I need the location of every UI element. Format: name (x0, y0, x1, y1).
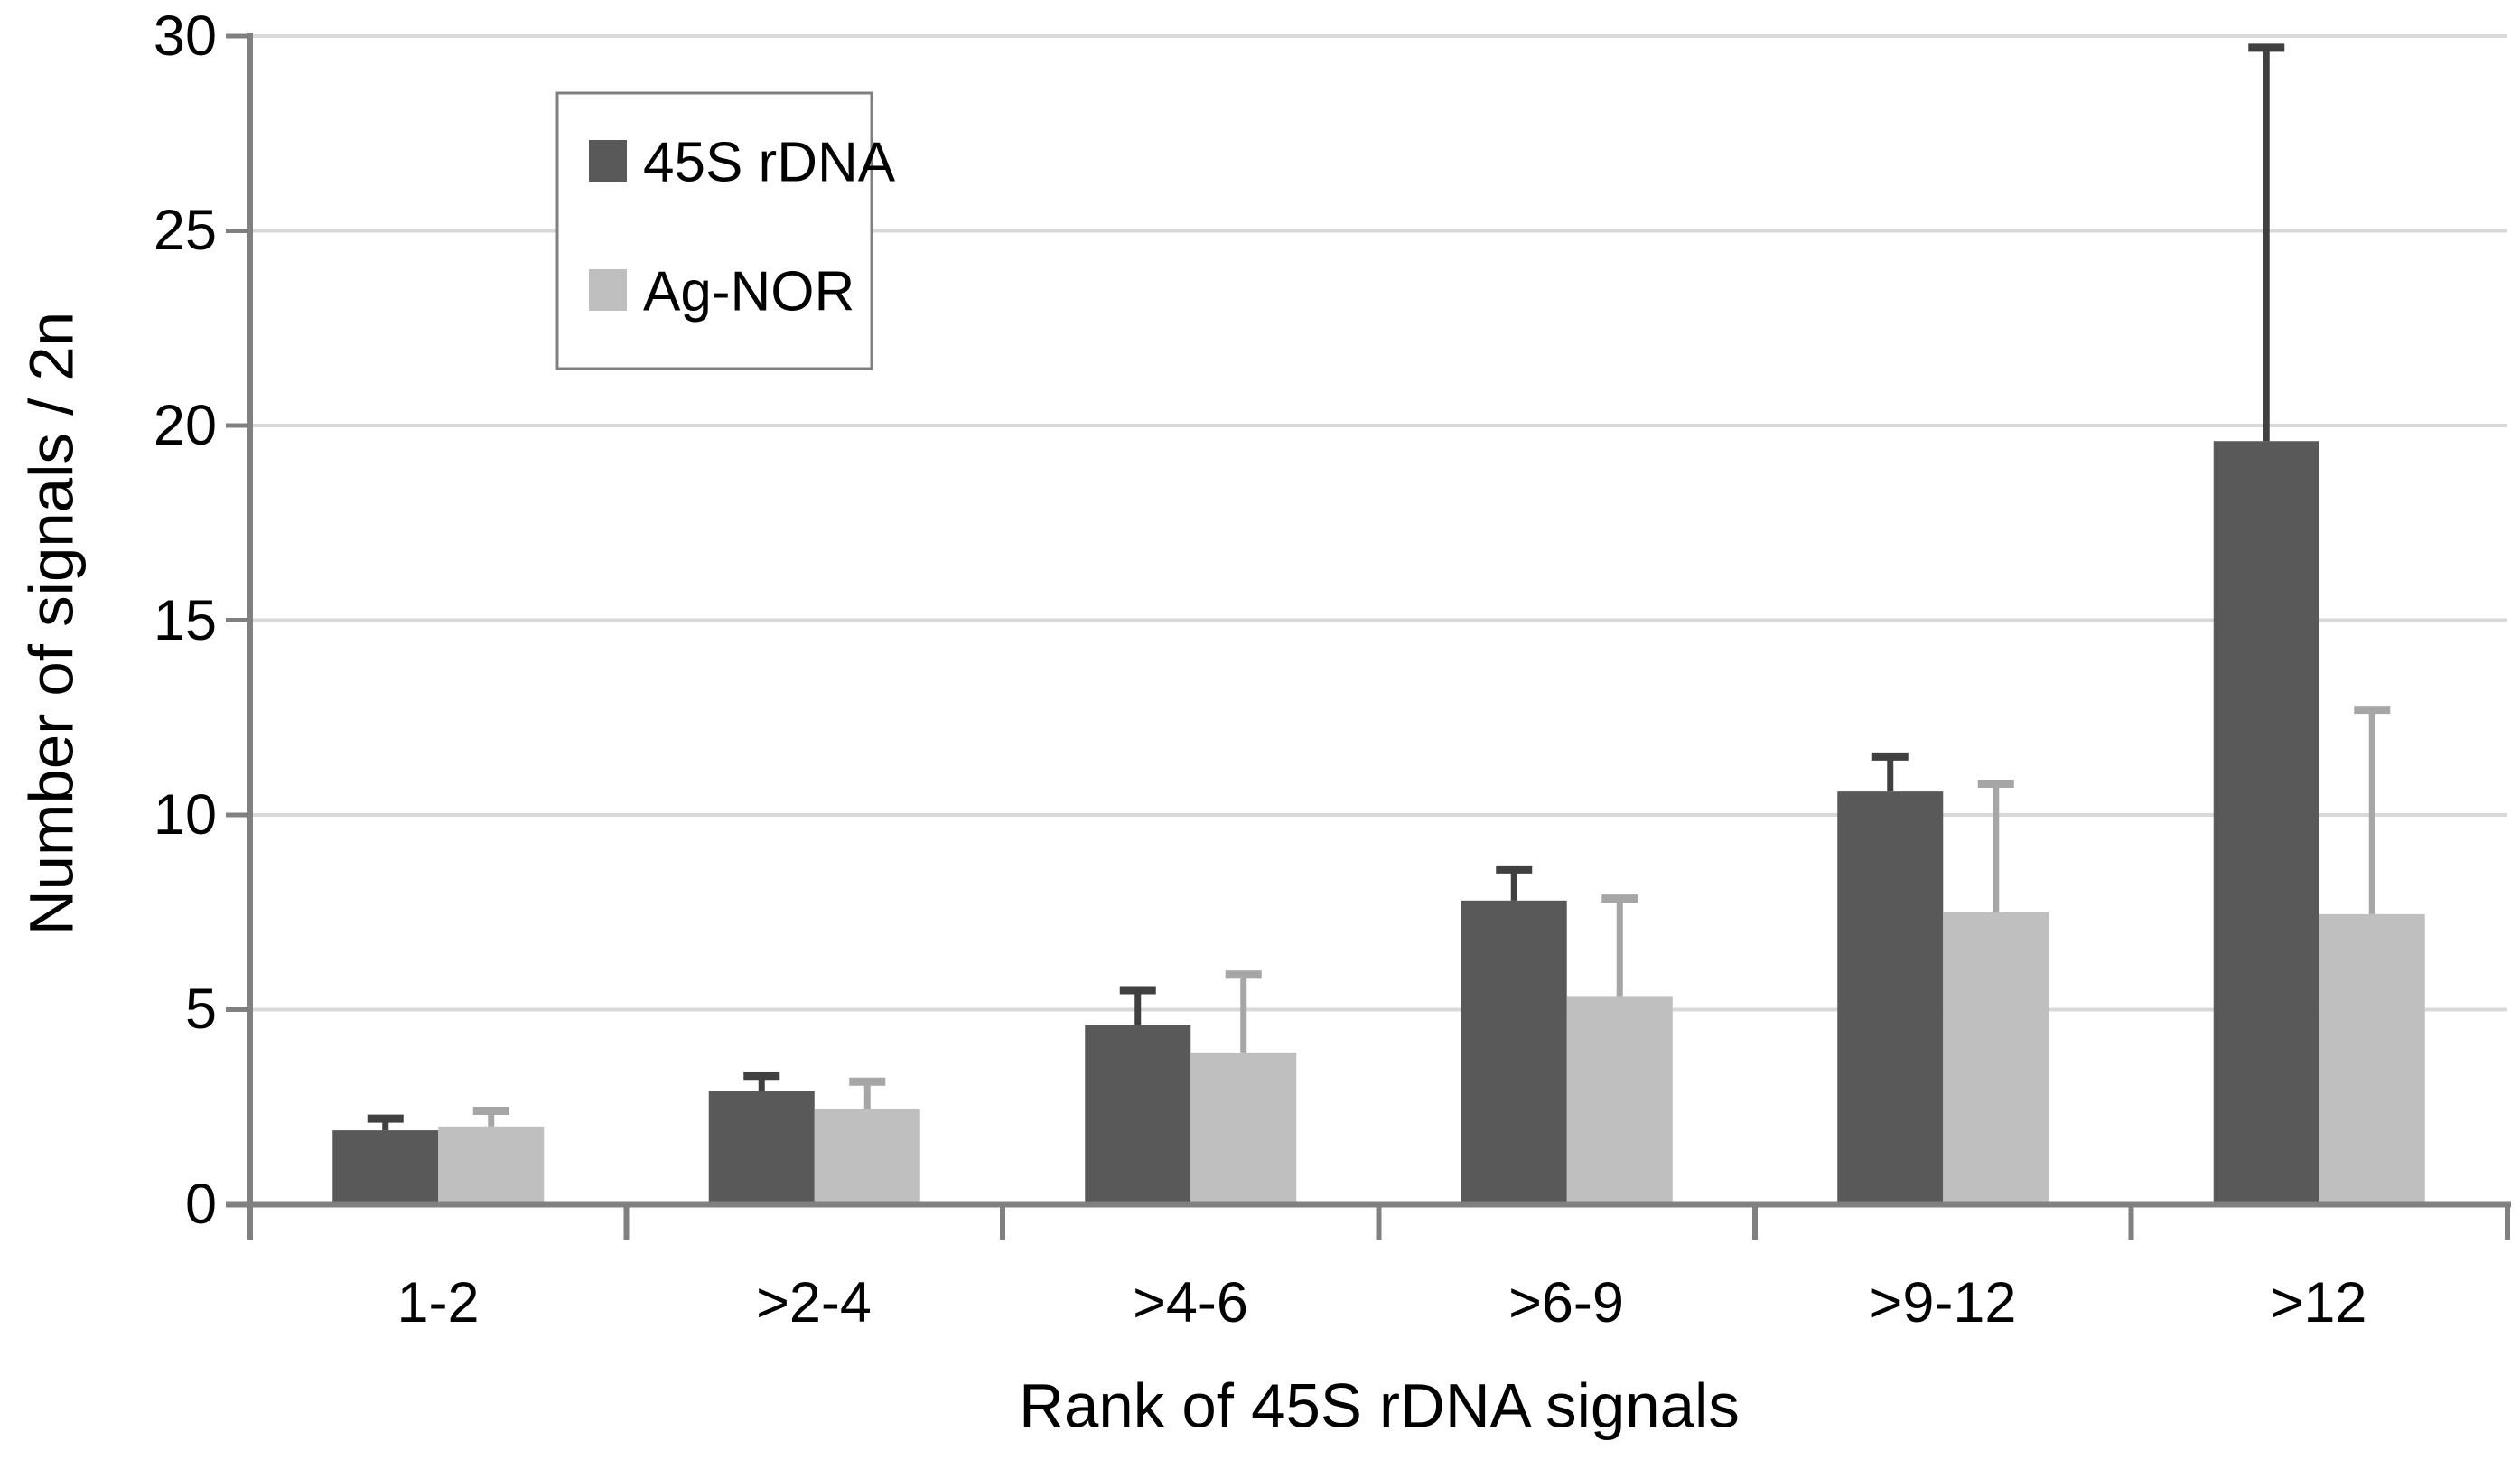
bar-ag-nor (1943, 912, 2049, 1204)
error-bars (367, 43, 2391, 1131)
bar-ag-nor (814, 1109, 920, 1204)
y-axis-title: Number of signals / 2n (17, 312, 87, 935)
bar-ag-nor (438, 1126, 545, 1204)
y-tick-label: 10 (154, 783, 217, 847)
x-axis-title: Rank of 45S rDNA signals (1019, 1371, 1740, 1441)
x-axis-tick-labels: 1-2 >2-4 >4-6 >6-9 >9-12 >12 (397, 1271, 2366, 1334)
y-tick-label: 25 (154, 199, 217, 262)
x-tick-label: >2-4 (756, 1271, 872, 1334)
bar-45s-rdna (708, 1091, 815, 1204)
legend-box (555, 91, 873, 370)
bar-45s-rdna (332, 1130, 439, 1204)
legend-swatch-45s-rdna (589, 140, 627, 182)
bar-45s-rdna (1461, 900, 1567, 1204)
legend: 45S rDNA Ag-NOR (555, 91, 896, 370)
y-tick-label: 30 (154, 5, 217, 68)
bar-ag-nor (2319, 913, 2425, 1204)
legend-label-ag-nor: Ag-NOR (643, 261, 854, 323)
y-axis-tick-labels: 30 25 20 15 10 5 0 (154, 5, 217, 1236)
x-tick-label: 1-2 (397, 1271, 479, 1334)
y-tick-label: 15 (154, 589, 217, 652)
x-tick-label: >9-12 (1870, 1271, 2017, 1334)
x-tick-label: >12 (2271, 1271, 2367, 1334)
x-tick-label: >4-6 (1133, 1271, 1248, 1334)
y-tick-label: 20 (154, 394, 217, 457)
legend-swatch-ag-nor (589, 269, 627, 311)
x-tick-label: >6-9 (1508, 1271, 1624, 1334)
axes (226, 33, 2511, 1240)
y-tick-label: 0 (185, 1173, 217, 1236)
bar-45s-rdna (2213, 441, 2319, 1204)
bar-45s-rdna (1837, 791, 1944, 1204)
y-tick-label: 5 (185, 978, 217, 1041)
bar-ag-nor (1566, 996, 1673, 1204)
legend-label-45s-rdna: 45S rDNA (643, 132, 896, 194)
bar-ag-nor (1190, 1052, 1297, 1204)
bars (332, 441, 2425, 1204)
bar-45s-rdna (1085, 1025, 1191, 1204)
